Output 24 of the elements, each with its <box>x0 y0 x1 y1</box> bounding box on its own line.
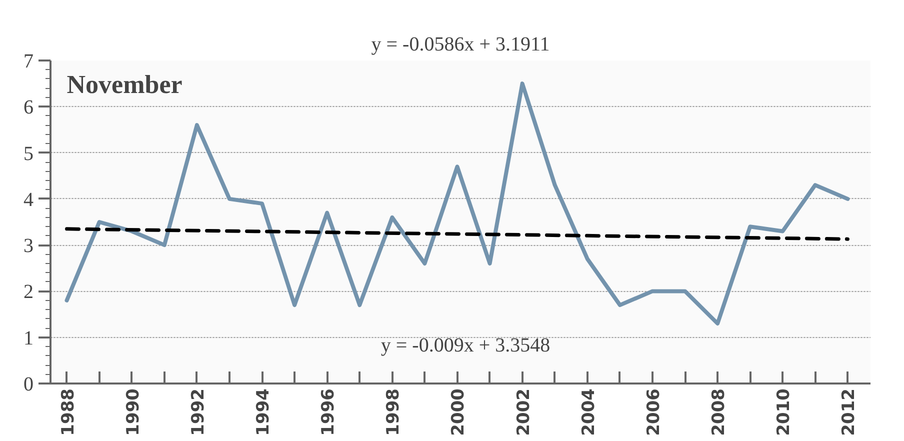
x-tick-label: 1988 <box>58 388 78 436</box>
x-tick-label: 1998 <box>384 388 404 436</box>
x-tick-label: 2000 <box>448 388 469 436</box>
x-tick-label: 1996 <box>318 388 339 436</box>
annotation: y = -0.009x + 3.3548 <box>380 334 550 356</box>
y-tick-label: 5 <box>24 142 34 165</box>
y-tick-label: 7 <box>24 50 34 72</box>
text: y = -0.0586x + 3.1911 <box>371 34 550 56</box>
y-tick-label: 3 <box>24 235 34 258</box>
x-tick-label: 2010 <box>774 388 794 436</box>
y-tick-label: 0 <box>24 374 34 396</box>
x-tick-label: 1994 <box>254 388 274 436</box>
y-tick-label: 1 <box>24 327 34 350</box>
y-tick-label: 6 <box>24 96 34 119</box>
y-tick-label: 2 <box>24 281 34 304</box>
x-tick-label: 2012 <box>839 388 860 436</box>
x-tick-label: 2002 <box>514 388 534 436</box>
x-tick-label: 1992 <box>188 388 208 436</box>
x-tick-label: 2006 <box>644 388 664 436</box>
x-tick-label: 1990 <box>123 388 144 436</box>
chart-title: November <box>66 70 182 100</box>
y-tick-label: 4 <box>24 188 34 211</box>
x-tick-label: 2008 <box>709 388 730 436</box>
x-tick-label: 2004 <box>578 388 599 436</box>
